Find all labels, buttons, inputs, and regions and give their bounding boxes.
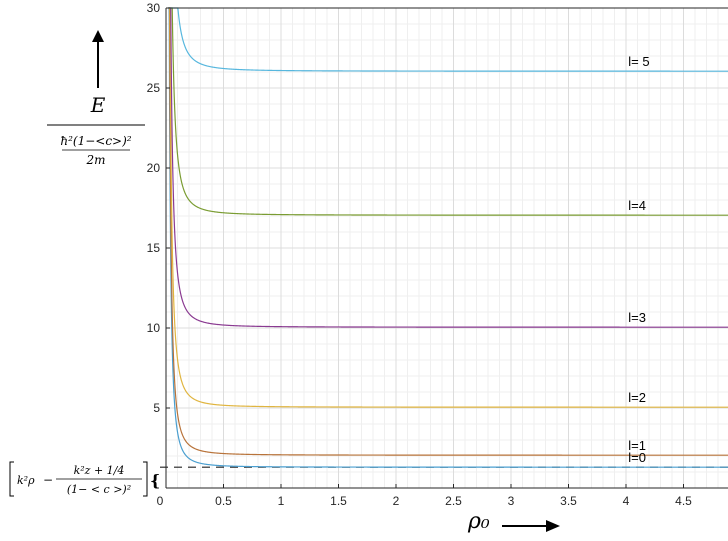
y-tick-label: 25 bbox=[147, 81, 161, 95]
curve-l-1 bbox=[168, 7, 728, 456]
curve-label: l=4 bbox=[628, 198, 646, 213]
curves bbox=[168, 7, 728, 468]
x-tick-label: 1 bbox=[278, 494, 285, 508]
x-tick-label: 2 bbox=[393, 494, 400, 508]
curly-brace: { bbox=[150, 471, 160, 490]
major-grid bbox=[165, 7, 728, 489]
curve-l-0 bbox=[168, 7, 728, 468]
curve-l-5 bbox=[168, 7, 728, 72]
y-axis-label: E ħ²(1−<c>)² 2m bbox=[47, 30, 145, 167]
curve-labels: l=0l=1 l=2 l=3 l=4 l= 5 bbox=[628, 54, 649, 465]
ref-k-rho: k²ρ bbox=[17, 474, 35, 487]
y-label-denominator-bottom: 2m bbox=[85, 153, 105, 167]
ref-minus: − bbox=[43, 473, 53, 487]
y-tick-label: 20 bbox=[147, 161, 161, 175]
reference-level-label: k²ρ − k²z + 1/4 (1− < c >)² { bbox=[9, 461, 160, 497]
y-tick-label: 5 bbox=[153, 401, 160, 415]
x-label-text: ρ₀ bbox=[467, 509, 490, 534]
x-tick-label: 1.5 bbox=[330, 494, 347, 508]
right-bracket bbox=[143, 461, 148, 497]
y-tick-label: 30 bbox=[147, 1, 161, 15]
curve-l-3 bbox=[168, 7, 728, 328]
x-tick-label: 2.5 bbox=[445, 494, 462, 508]
x-tick-label: 0.5 bbox=[215, 494, 232, 508]
curve-label: l= 5 bbox=[628, 54, 649, 69]
y-tick-label: 15 bbox=[147, 241, 161, 255]
x-axis-label: ρ₀ bbox=[467, 509, 560, 534]
x-tick-labels: 0 0.5 1 1.5 2 2.5 3 3.5 4 4.5 bbox=[157, 494, 693, 508]
x-tick-label: 4 bbox=[623, 494, 630, 508]
curve-label: l=2 bbox=[628, 390, 646, 405]
ref-denominator: (1− < c >)² bbox=[67, 483, 131, 496]
x-tick-label: 3 bbox=[508, 494, 515, 508]
curve-label: l=0 bbox=[628, 450, 646, 465]
curve-label: l=3 bbox=[628, 310, 646, 325]
x-tick-label: 3.5 bbox=[560, 494, 577, 508]
curve-label: l=1 bbox=[628, 438, 646, 453]
x-arrow-head bbox=[546, 520, 560, 532]
curve-l-2 bbox=[168, 7, 728, 408]
y-tick-label: 10 bbox=[147, 321, 161, 335]
y-tick-labels: 30 25 20 15 10 5 bbox=[147, 1, 161, 415]
x-tick-label: 4.5 bbox=[675, 494, 692, 508]
y-arrow-head bbox=[92, 30, 104, 42]
axes bbox=[165, 7, 728, 489]
y-label-denominator-top: ħ²(1−<c>)² bbox=[60, 134, 131, 148]
curve-l-4 bbox=[168, 7, 728, 216]
y-label-numerator: E bbox=[90, 93, 106, 117]
x-tick-label: 0 bbox=[157, 494, 164, 508]
left-bracket bbox=[9, 461, 14, 497]
ref-numerator: k²z + 1/4 bbox=[74, 464, 125, 477]
